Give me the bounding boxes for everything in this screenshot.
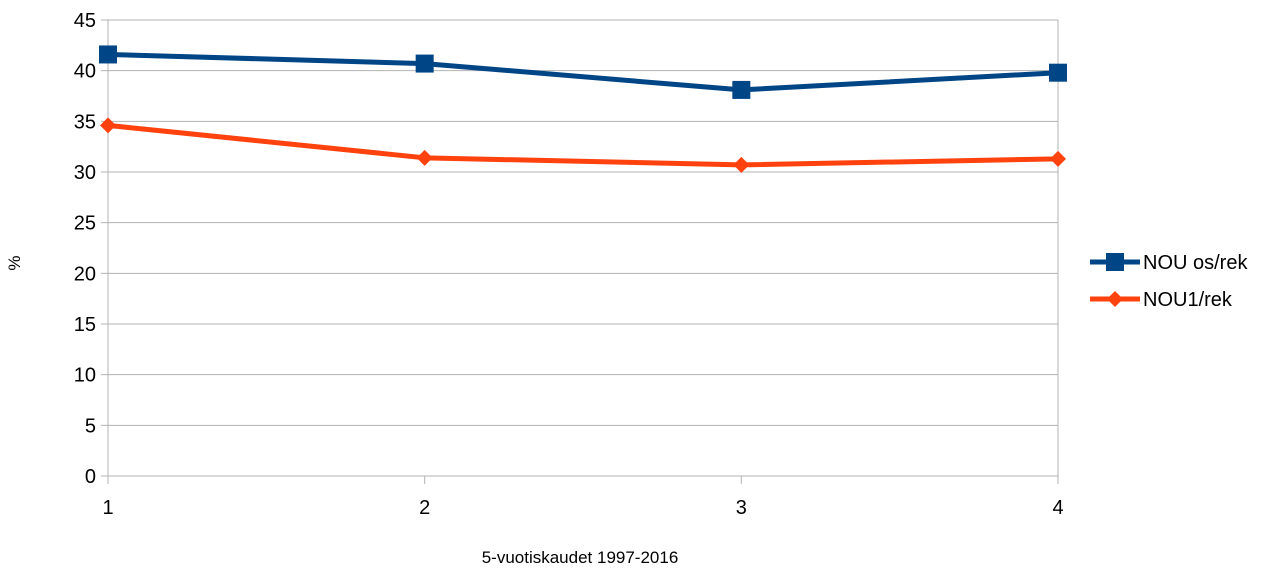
y-tick-labels: 0 5 10 15 20 25 30 35 40 45 — [74, 10, 96, 488]
y-tick-label: 15 — [74, 314, 96, 336]
series-2 — [100, 117, 1066, 173]
legend-marker — [1106, 253, 1124, 271]
x-tick-label: 3 — [736, 497, 747, 519]
y-tick-label: 20 — [74, 263, 96, 285]
data-point — [416, 149, 433, 166]
legend-label: NOU1/rek — [1143, 289, 1233, 311]
data-point — [100, 117, 116, 134]
axes — [101, 19, 1059, 484]
legend-label: NOU os/rek — [1143, 252, 1248, 274]
x-tick-label: 1 — [102, 497, 113, 519]
y-tick-label: 0 — [85, 466, 96, 488]
series-1 — [99, 45, 1067, 99]
series-line — [107, 51, 1059, 93]
y-tick-label: 40 — [74, 61, 96, 83]
data-point — [1049, 63, 1067, 82]
y-tick-label: 35 — [74, 111, 96, 133]
series-group — [99, 45, 1067, 173]
data-point — [99, 45, 117, 64]
y-tick-label: 30 — [74, 162, 96, 184]
y-tick-label: 5 — [85, 415, 96, 437]
series-line — [107, 122, 1059, 168]
data-point — [1050, 150, 1066, 167]
legend-item: NOU1/rek — [1090, 289, 1233, 311]
y-tick-label: 45 — [74, 10, 96, 32]
data-point — [732, 80, 751, 99]
x-tick-label: 2 — [419, 497, 430, 519]
x-tick-label: 4 — [1052, 497, 1063, 519]
legend: NOU os/rek NOU1/rek — [1090, 252, 1248, 311]
x-axis-title: 5-vuotiskaudet 1997-2016 — [482, 548, 679, 567]
data-point — [733, 156, 750, 173]
y-tick-label: 25 — [74, 213, 96, 235]
grid-lines — [108, 19, 1058, 477]
x-tick-labels: 1 2 3 4 — [102, 497, 1063, 519]
y-axis-title: % — [5, 255, 24, 270]
y-tick-label: 10 — [74, 365, 96, 387]
data-point — [415, 54, 434, 73]
legend-marker — [1107, 291, 1123, 307]
legend-item: NOU os/rek — [1090, 252, 1248, 274]
